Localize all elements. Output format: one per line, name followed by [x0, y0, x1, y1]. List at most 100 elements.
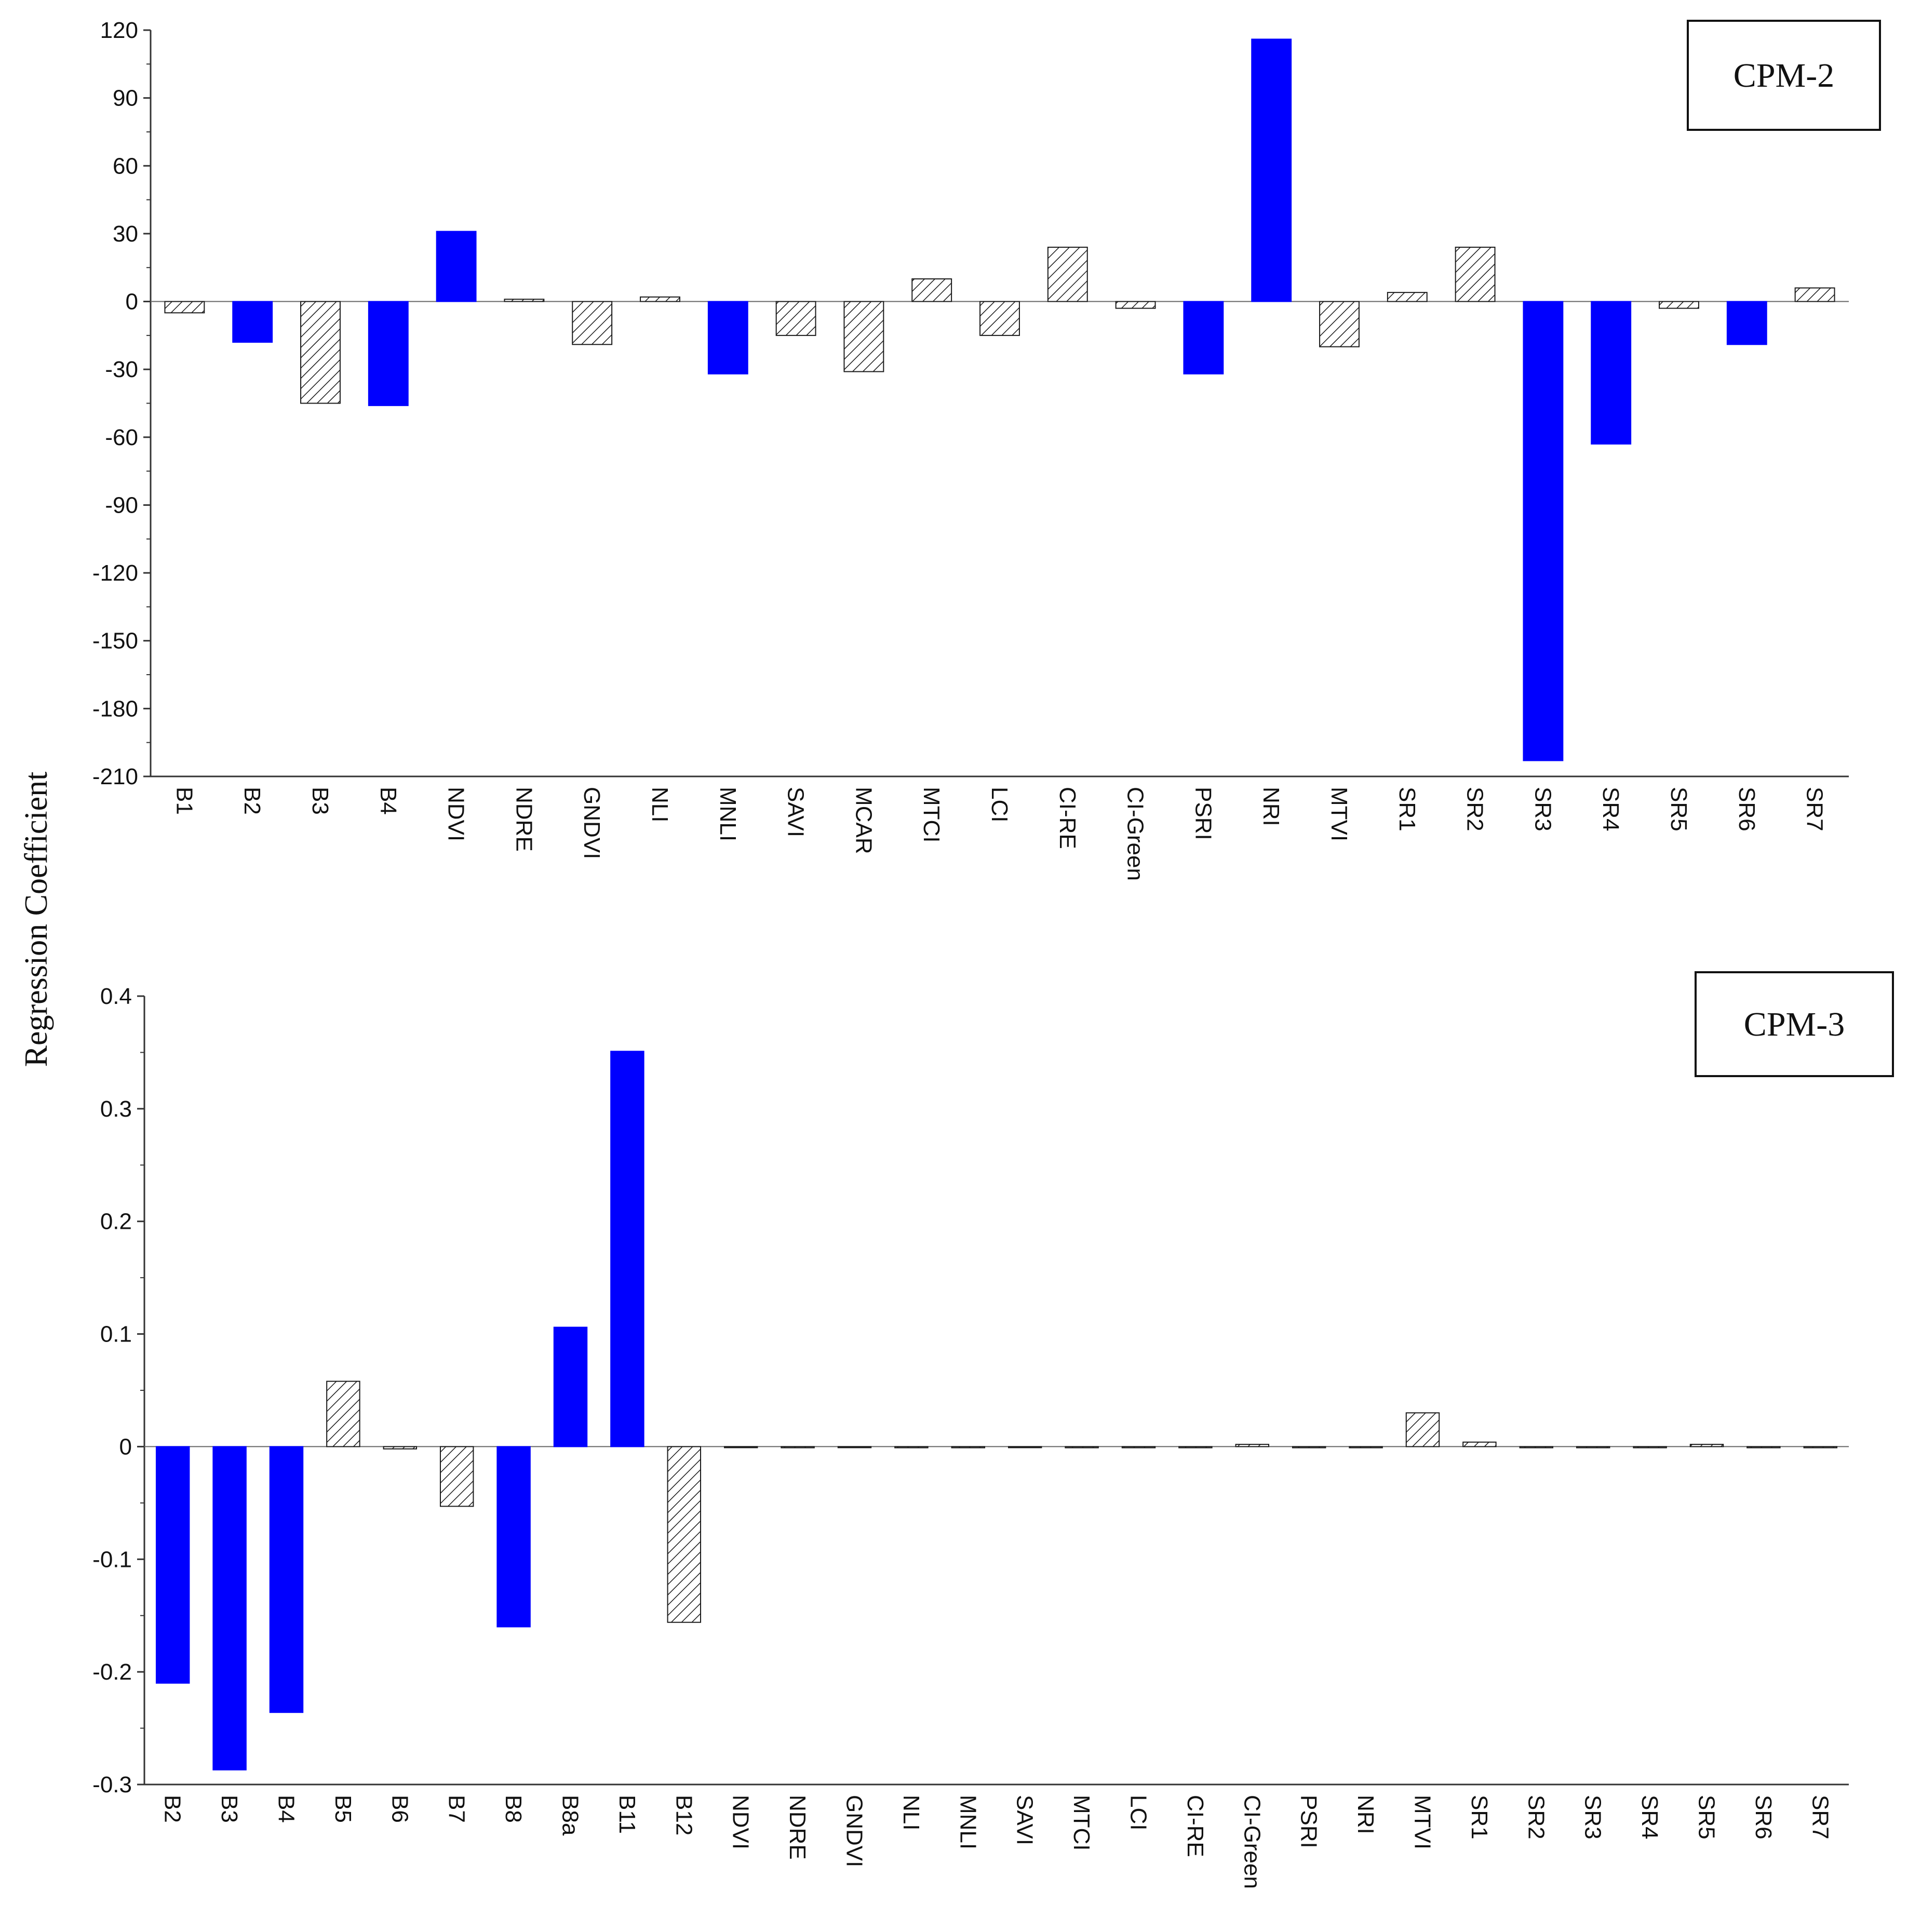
chart1-category-label: B1: [171, 787, 197, 815]
chart2-category-label: SR5: [1694, 1795, 1719, 1840]
chart2-category-label: B11: [614, 1795, 640, 1834]
chart1-category-label: B4: [375, 787, 401, 815]
chart2-category-label: B2: [160, 1795, 185, 1823]
chart2-y-tick-label: 0.1: [100, 1322, 132, 1347]
chart1-bar-savi: [775, 301, 816, 336]
chart2-category-label: CI-Green: [1239, 1795, 1265, 1889]
chart1-bar-gndvi: [572, 301, 613, 345]
chart1-category-label: CI-Green: [1123, 787, 1148, 881]
chart1-category-label: SR6: [1734, 787, 1759, 831]
chart1-y-tick-label: -210: [92, 764, 138, 789]
chart1-category-label: B2: [239, 787, 265, 815]
y-axis-label: Regression Coefficient: [19, 772, 54, 1067]
chart2-category-label: SR3: [1580, 1795, 1606, 1840]
chart2-bar-savi: [1007, 1446, 1042, 1448]
chart1-category-label: NDRE: [511, 787, 536, 852]
chart1-panel-label-box: [1687, 20, 1881, 131]
chart1-bar-mtci: [911, 278, 952, 302]
chart2-bar-gndvi: [837, 1446, 872, 1448]
chart2-y-tick-label: -0.1: [92, 1547, 132, 1572]
chart2-category-label: NDVI: [728, 1795, 754, 1849]
chart2-bar-b3: [212, 1446, 247, 1770]
chart1-bar-nli: [640, 296, 680, 302]
chart2-bar-sr5: [1689, 1444, 1724, 1447]
chart2-bar-ndre: [781, 1446, 815, 1448]
chart2-category-label: GNDVI: [842, 1795, 867, 1867]
chart2-bar-sr4: [1633, 1446, 1667, 1448]
chart2-bar-b6: [383, 1446, 418, 1450]
chart2-panel-label-box: [1695, 971, 1894, 1077]
chart2-category-label: MNLI: [955, 1795, 980, 1849]
chart2-bar-b7: [439, 1446, 474, 1507]
chart1-y-tick-label: -90: [105, 492, 138, 518]
chart2-bar-b2: [155, 1446, 190, 1684]
chart1-bar-ndre: [504, 299, 545, 302]
chart2-category-label: SR1: [1467, 1795, 1492, 1840]
chart1-bar-lci: [979, 301, 1020, 336]
chart1-y-tick-label: 120: [100, 18, 138, 43]
chart2-category-label: B6: [387, 1795, 412, 1823]
chart2-bar-ci-re: [1178, 1446, 1213, 1448]
chart2-y-tick-label: -0.2: [92, 1659, 132, 1685]
chart2-y-tick-label: 0.2: [100, 1209, 132, 1235]
chart2-bar-ndvi: [723, 1446, 758, 1448]
chart1-category-label: LCI: [987, 787, 1012, 822]
chart2-bar-nli: [894, 1446, 929, 1448]
chart1-bar-sr2: [1455, 247, 1496, 302]
chart1-category-label: NRI: [1258, 787, 1284, 826]
chart1-y-tick-label: -180: [92, 696, 138, 721]
panel-cpm-2: 120 90 60 30 0 -30 -60 -90 -120 -150 -180 -210 B1 B2 B…: [92, 18, 1881, 881]
chart2-category-label: B7: [444, 1795, 469, 1823]
chart2-category-label: B4: [274, 1795, 299, 1823]
chart1-category-label: SR1: [1394, 787, 1420, 831]
chart1-category-label: CI-RE: [1055, 787, 1080, 849]
chart1-y-tick-label: 30: [113, 221, 138, 247]
chart2-category-label: B12: [671, 1795, 696, 1835]
chart1-bar-ndvi: [436, 231, 477, 302]
chart2-y-tick-label: 0: [119, 1434, 132, 1459]
chart1-category-label: MTVI: [1326, 787, 1352, 841]
chart1-bar-sr4: [1591, 301, 1632, 445]
chart2-bar-lci: [1121, 1446, 1156, 1448]
chart1-y-tick-label: 0: [126, 289, 138, 315]
chart1-category-label: NDVI: [444, 787, 469, 841]
chart1-y-tick-label: -150: [92, 628, 138, 654]
chart1-bar-b2: [232, 301, 273, 343]
chart2-category-label: MTVI: [1410, 1795, 1435, 1849]
chart1-bar-ci-green: [1115, 301, 1156, 309]
chart1-bar-b1: [164, 301, 205, 314]
chart1-y-tick-label: 90: [113, 86, 138, 111]
panel-cpm-3: 0.4 0.3 0.2 0.1 0 -0.1 -0.2 -0.3 B2 B3 B4 B5 B6 B7 B8 B…: [92, 971, 1894, 1889]
chart2-category-label: SR7: [1807, 1795, 1833, 1840]
chart1-category-label: SR7: [1802, 787, 1828, 831]
chart1-bar-sr3: [1523, 301, 1564, 761]
chart2-bar-mtvi: [1405, 1412, 1440, 1447]
chart1-bar-sr6: [1726, 301, 1767, 345]
chart2-category-label: SR6: [1751, 1795, 1776, 1840]
chart2-y-tick-label: 0.4: [100, 984, 132, 1009]
chart1-category-label: NLI: [647, 787, 673, 822]
chart2-bar-b11: [610, 1051, 644, 1447]
chart2-category-label: SAVI: [1012, 1795, 1038, 1845]
chart2-bar-b12: [667, 1446, 702, 1623]
chart2-bar-mtci: [1065, 1446, 1099, 1448]
chart1-bar-sr5: [1659, 301, 1699, 309]
chart1-bar-mcar: [843, 301, 884, 372]
chart1-bar-mnli: [707, 301, 748, 374]
chart2-bar-sr3: [1576, 1446, 1610, 1448]
chart1-category-label: SR3: [1530, 787, 1555, 831]
chart2-bar-ci-green: [1235, 1444, 1270, 1447]
chart1-category-label: MCAR: [851, 787, 876, 854]
chart1-category-label: B3: [307, 787, 333, 815]
chart1-bar-nri: [1251, 38, 1292, 302]
chart2-category-label: PSRI: [1296, 1795, 1322, 1848]
chart2-category-label: MTCI: [1069, 1795, 1094, 1851]
chart1-bar-ci-re: [1047, 247, 1088, 302]
chart2-category-label: SR2: [1523, 1795, 1549, 1840]
chart2-panel-label: CPM-3: [1744, 1005, 1845, 1043]
chart1-category-label: GNDVI: [579, 787, 604, 859]
chart2-bar-mnli: [951, 1446, 986, 1448]
chart2-bar-sr7: [1803, 1446, 1838, 1448]
chart2-category-label: SR4: [1637, 1795, 1662, 1840]
